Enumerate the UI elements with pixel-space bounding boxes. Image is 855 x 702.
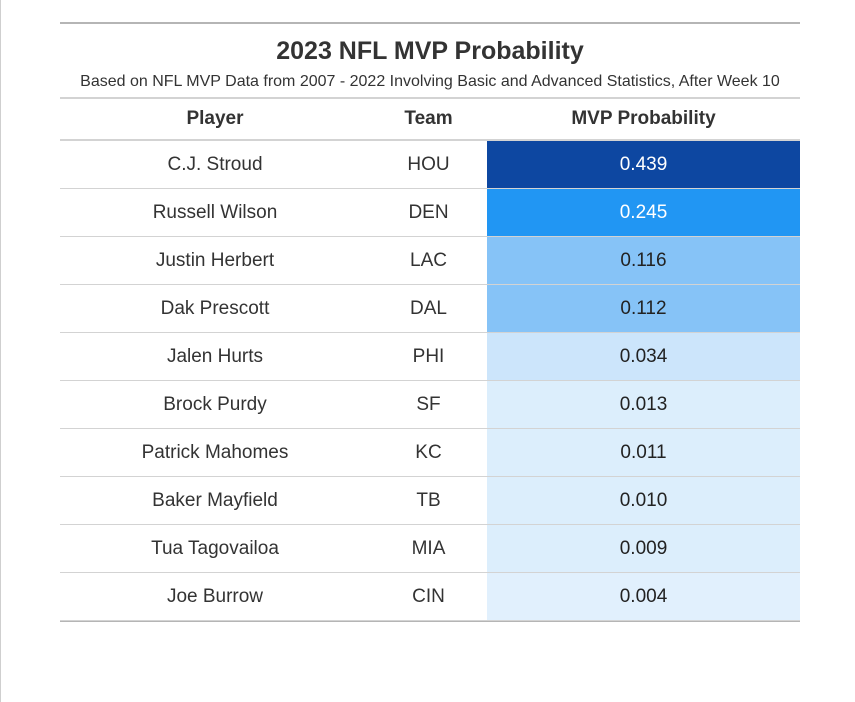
cell-player: Jalen Hurts	[166, 346, 264, 367]
cell-player: C.J. Stroud	[167, 154, 263, 175]
cell-player: Justin Herbert	[155, 250, 275, 271]
cell-mvp-probability: 0.010	[487, 477, 800, 524]
table-row: Jalen Hurts PHI 0.034	[60, 333, 800, 381]
cell-mvp-probability: 0.439	[487, 141, 800, 188]
header-mvp-probability: MVP Probability	[571, 108, 716, 129]
cell-team: SF	[416, 394, 441, 415]
table-row: Brock Purdy SF 0.013	[60, 381, 800, 429]
cell-player: Brock Purdy	[163, 394, 267, 415]
cell-team: TB	[416, 490, 441, 511]
cell-team: CIN	[412, 586, 445, 607]
cell-mvp-probability: 0.004	[487, 573, 800, 620]
header-team: Team	[404, 108, 453, 129]
cell-team: HOU	[407, 154, 450, 175]
cell-mvp-probability: 0.009	[487, 525, 800, 572]
cell-team: KC	[415, 442, 442, 463]
table-body: C.J. Stroud HOU 0.439 Russell Wilson DEN 0.24…	[60, 141, 800, 621]
table-row: C.J. Stroud HOU 0.439	[60, 141, 800, 189]
header-player: Player	[186, 108, 244, 129]
cell-player: Tua Tagovailoa	[151, 538, 279, 559]
cell-player: Patrick Mahomes	[141, 442, 289, 463]
table-row: Russell Wilson DEN 0.245	[60, 189, 800, 237]
table-row: Baker Mayfield TB 0.010	[60, 477, 800, 525]
cell-mvp-probability: 0.034	[487, 333, 800, 380]
header-rule	[60, 97, 800, 99]
cell-team: MIA	[411, 538, 446, 559]
table-title: 2023 NFL MVP Probability	[276, 37, 584, 65]
cell-team: DEN	[408, 202, 449, 223]
cell-player: Russell Wilson	[152, 202, 278, 223]
cell-team: DAL	[410, 298, 447, 319]
cell-mvp-probability: 0.245	[487, 189, 800, 236]
bottom-rule	[60, 621, 800, 622]
table-row: Patrick Mahomes KC 0.011	[60, 429, 800, 477]
table-row: Justin Herbert LAC 0.116	[60, 237, 800, 285]
mvp-table: 2023 NFL MVP Probability Based on NFL MV…	[60, 22, 800, 622]
left-border	[0, 0, 1, 702]
cell-mvp-probability: 0.112	[487, 285, 800, 332]
top-rule	[60, 22, 800, 24]
table-subtitle: Based on NFL MVP Data from 2007 - 2022 I…	[80, 73, 780, 90]
table-row: Tua Tagovailoa MIA 0.009	[60, 525, 800, 573]
cell-team: PHI	[412, 346, 445, 367]
table-row: Dak Prescott DAL 0.112	[60, 285, 800, 333]
header-row: Player Team MVP Probability	[60, 99, 800, 141]
cell-player: Joe Burrow	[166, 586, 264, 607]
cell-mvp-probability: 0.013	[487, 381, 800, 428]
cell-mvp-probability: 0.116	[487, 237, 800, 284]
cell-mvp-probability: 0.011	[487, 429, 800, 476]
cell-player: Dak Prescott	[160, 298, 270, 319]
table-row: Joe Burrow CIN 0.004	[60, 573, 800, 621]
cell-player: Baker Mayfield	[152, 490, 278, 511]
cell-team: LAC	[410, 250, 447, 271]
